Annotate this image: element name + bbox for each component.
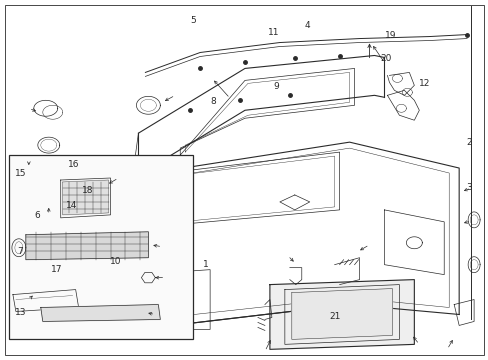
Text: 16: 16 [68, 161, 80, 170]
Polygon shape [62, 180, 108, 215]
Text: 12: 12 [418, 79, 429, 88]
Text: 7: 7 [18, 247, 23, 256]
Text: 6: 6 [35, 211, 41, 220]
Text: 5: 5 [190, 16, 196, 25]
Text: 2: 2 [466, 138, 471, 147]
Text: 13: 13 [15, 308, 26, 317]
Polygon shape [41, 305, 160, 321]
Text: 15: 15 [15, 169, 26, 178]
Polygon shape [269, 280, 413, 349]
Text: 19: 19 [384, 31, 396, 40]
Text: 20: 20 [379, 54, 391, 63]
Text: 9: 9 [273, 82, 279, 91]
Text: 14: 14 [66, 201, 77, 210]
Text: 4: 4 [305, 21, 310, 30]
Text: 11: 11 [267, 28, 279, 37]
Polygon shape [26, 232, 148, 260]
Text: 8: 8 [209, 96, 215, 105]
Text: 3: 3 [466, 183, 471, 192]
Text: 18: 18 [81, 186, 93, 195]
Text: 17: 17 [51, 265, 62, 274]
Polygon shape [291, 289, 392, 339]
Text: 21: 21 [328, 312, 340, 321]
Text: 1: 1 [202, 260, 208, 269]
Bar [9, 155, 193, 339]
Text: 10: 10 [109, 257, 121, 266]
